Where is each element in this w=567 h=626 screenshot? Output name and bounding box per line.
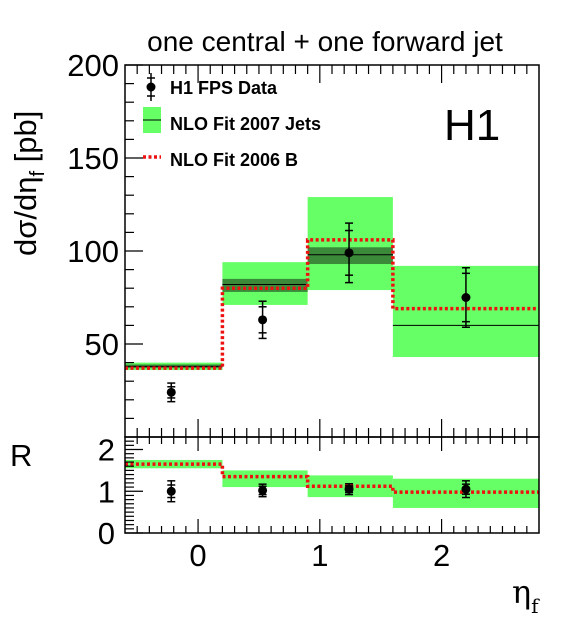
ratio-data-point-0 xyxy=(166,486,176,496)
main-y-axis-label: dσ/dηf [pb] xyxy=(8,111,49,256)
main-data-point-3 xyxy=(461,293,471,302)
ratio-y-axis-label: R xyxy=(10,438,32,473)
ratio-y-tick-label-2: 2 xyxy=(98,433,115,468)
ratio-y-tick-label-0: 0 xyxy=(98,516,115,551)
ratio-data-point-1 xyxy=(258,485,268,495)
main-y-tick-label-2: 150 xyxy=(67,141,119,176)
ratio-nlo2006-step-line xyxy=(125,462,539,494)
legend-data-marker xyxy=(146,82,156,92)
experiment-label: H1 xyxy=(444,101,500,150)
main-data-point-1 xyxy=(258,315,268,325)
legend-entry-nlo-2006: NLO Fit 2006 B xyxy=(143,150,298,170)
ratio-x-tick-label-1: 1 xyxy=(311,538,328,573)
main-y-axis-label-main: dσ/dη xyxy=(8,177,43,256)
ratio-x-tick-label-0: 0 xyxy=(189,538,206,573)
main-y-tick-label-1: 100 xyxy=(67,234,119,269)
ratio-x-axis-label-sub: f xyxy=(531,594,540,618)
main-plot-area: 50 100 150 200 xyxy=(67,48,540,438)
ratio-plot-area: 0 1 2 0 1 2 xyxy=(98,433,540,573)
main-y-tick-label-0: 50 xyxy=(85,327,119,362)
legend-label-data: H1 FPS Data xyxy=(170,78,278,98)
ratio-y-tick-label-1: 1 xyxy=(98,474,115,509)
legend-label-nlo-2007: NLO Fit 2007 Jets xyxy=(170,114,321,134)
chart-title: one central + one forward jet xyxy=(147,26,503,57)
legend: H1 FPS Data NLO Fit 2007 Jets NLO Fit 20… xyxy=(143,73,321,170)
legend-entry-data: H1 FPS Data xyxy=(146,73,278,101)
main-nlo2006-step-line xyxy=(125,238,539,370)
main-data-point-2 xyxy=(344,248,354,258)
ratio-data-point-2 xyxy=(344,484,354,494)
legend-entry-nlo-2007: NLO Fit 2007 Jets xyxy=(143,107,321,134)
main-y-axis-label-sub: f xyxy=(27,171,49,177)
ratio-nlo2007-band-0 xyxy=(125,459,223,469)
ratio-x-axis-label-main: η xyxy=(512,573,531,611)
main-y-tick-label-3: 200 xyxy=(67,48,119,83)
legend-label-nlo-2006: NLO Fit 2006 B xyxy=(170,150,298,170)
main-data-point-0 xyxy=(166,387,176,397)
ratio-nlo2007-band-1 xyxy=(222,470,308,488)
main-y-axis-label-unit: [pb] xyxy=(8,111,43,171)
main-nlo2007-band-2 xyxy=(307,197,393,291)
main-nlo2007-inner-band-1 xyxy=(222,278,308,292)
ratio-x-axis-label: ηf xyxy=(512,573,540,618)
ratio-data-point-3 xyxy=(461,484,471,494)
ratio-x-tick-label-2: 2 xyxy=(433,538,450,573)
